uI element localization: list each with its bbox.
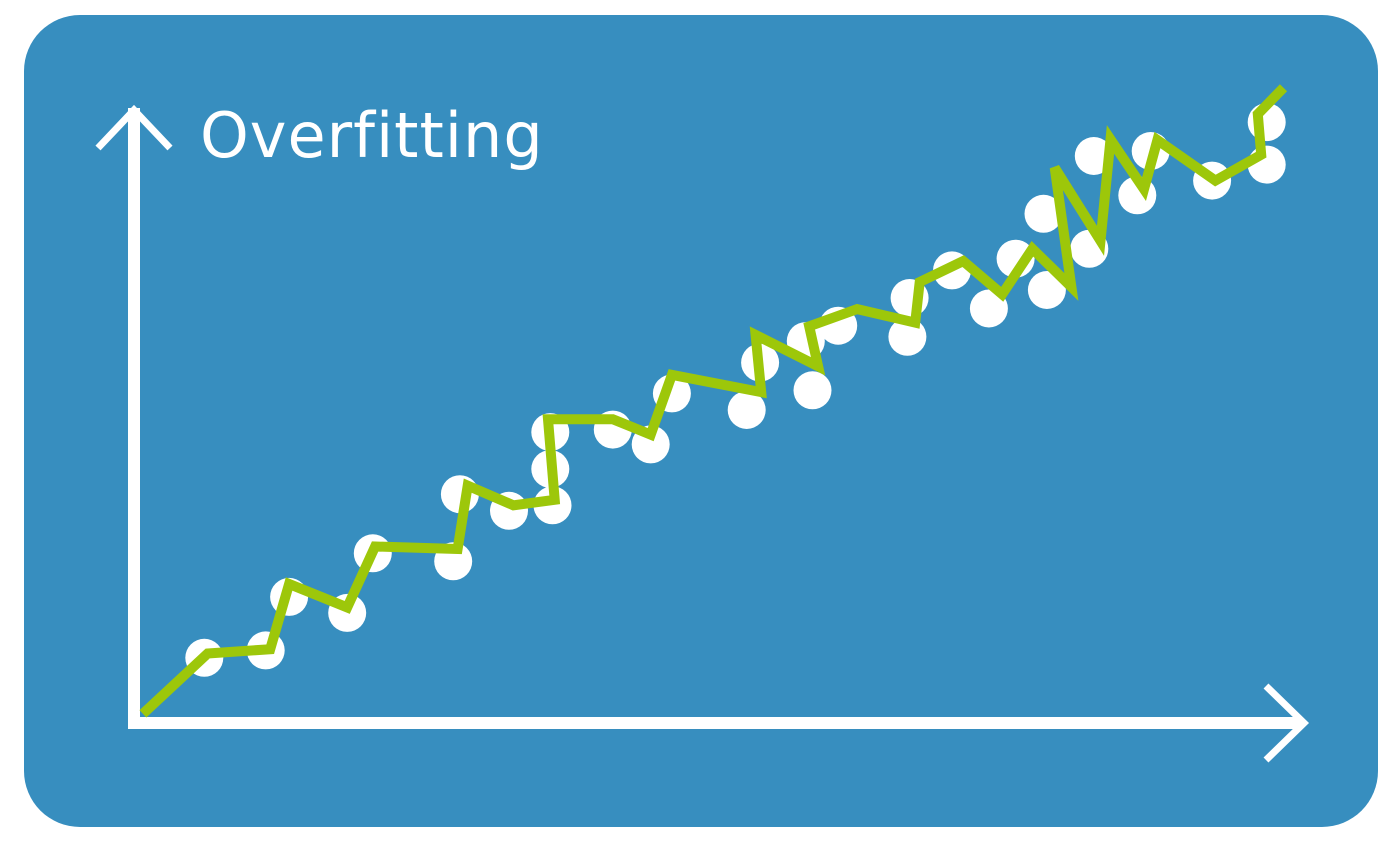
data-point [727,391,766,429]
data-point [1024,194,1063,233]
axes [95,104,1310,763]
chart-title: Overfitting [200,99,544,172]
data-point [793,371,832,410]
x-axis-arrowhead [1263,683,1310,763]
data-point [969,289,1008,328]
data-point [1027,271,1066,309]
data-point [533,486,572,525]
overfit-curve [139,84,1288,718]
y-axis-arrowhead [95,104,173,151]
